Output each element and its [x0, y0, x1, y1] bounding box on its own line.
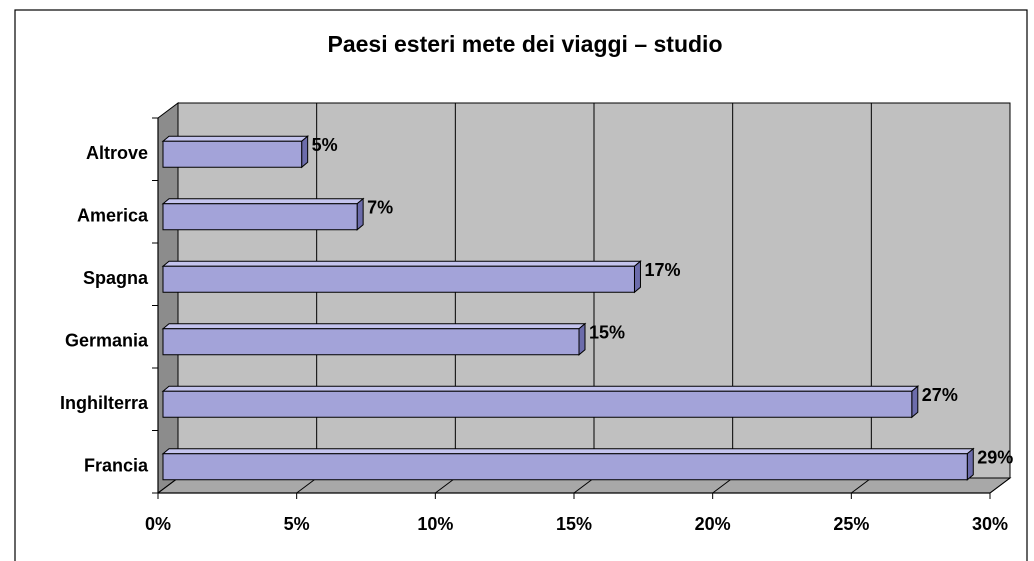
y-tick-label: America	[77, 206, 149, 226]
bar	[162, 453, 968, 481]
x-tick-label: 30%	[972, 514, 1008, 534]
x-tick-label: 25%	[833, 514, 869, 534]
x-tick-label: 0%	[145, 514, 171, 534]
x-tick-label: 20%	[695, 514, 731, 534]
grid-line-floor	[296, 477, 317, 494]
value-label: 7%	[367, 198, 393, 218]
value-label: 5%	[312, 135, 338, 155]
bar	[162, 390, 913, 418]
bar-top	[161, 448, 975, 455]
y-tick-label: Francia	[84, 456, 149, 476]
grid-line-floor	[989, 477, 1011, 494]
grid-line-floor	[851, 477, 872, 494]
x-tick-label: 10%	[417, 514, 453, 534]
bar-top	[161, 385, 920, 392]
value-label: 29%	[977, 448, 1013, 468]
y-tick-label: Inghilterra	[60, 393, 149, 413]
x-tick-label: 15%	[556, 514, 592, 534]
bar	[162, 140, 303, 168]
grid-line-floor	[712, 477, 733, 494]
bar-top	[161, 135, 310, 142]
value-label: 17%	[644, 260, 680, 280]
bar-side	[356, 197, 364, 231]
y-tick-label: Germania	[65, 331, 149, 351]
bar-side	[911, 385, 919, 419]
chart-title: Paesi esteri mete dei viaggi – studio	[328, 31, 723, 57]
x-tick-label: 5%	[284, 514, 310, 534]
bar	[162, 328, 580, 356]
grid-line-floor	[573, 477, 595, 494]
grid-line-floor	[157, 477, 179, 494]
y-tick-label: Altrove	[86, 143, 148, 163]
bar-side	[301, 135, 309, 169]
bar-side	[578, 322, 586, 356]
value-label: 27%	[922, 385, 958, 405]
bar-top	[161, 198, 365, 205]
y-tick-label: Spagna	[83, 268, 149, 288]
bar	[162, 203, 358, 231]
bar-side	[633, 260, 641, 294]
bar	[162, 265, 635, 293]
grid-line-floor	[435, 477, 456, 494]
bar-side	[966, 447, 974, 481]
bar-top	[161, 323, 587, 330]
bar-top	[161, 260, 642, 267]
value-label: 15%	[589, 323, 625, 343]
